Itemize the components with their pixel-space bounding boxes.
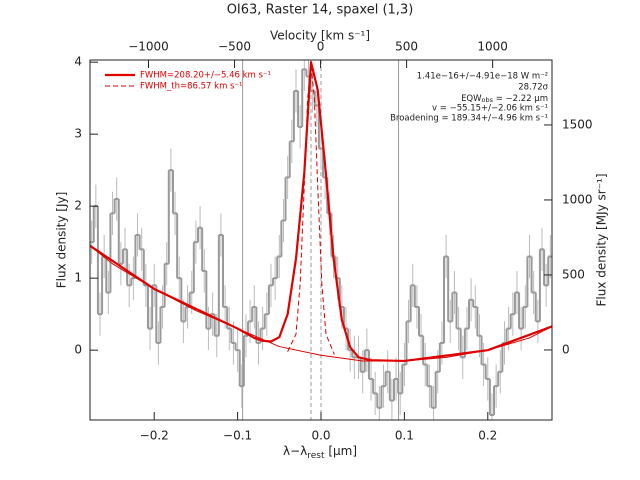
y-tick-label: 3 [74, 127, 82, 141]
y-tick-label: 1 [74, 271, 82, 285]
annotation: EQWobs = −2.22 μm [461, 94, 548, 105]
x-label-main: λ−λ [283, 444, 307, 458]
y-tick-label: 0 [74, 343, 82, 357]
x2-tick-label: −1000 [128, 40, 169, 54]
y2-tick-label: 1000 [562, 192, 593, 206]
x-tick-label: 0.0 [311, 429, 330, 443]
x-tick-label: 0.1 [395, 429, 414, 443]
annotation-part: = −2.22 μm [493, 94, 548, 104]
annotation: 28.72σ [518, 83, 548, 93]
y-tick-label: 4 [74, 55, 82, 69]
legend-label: FWHM=208.20+/−5.46 km s⁻¹ [140, 71, 271, 81]
legend-label: FWHM_th=86.57 km s⁻¹ [140, 82, 242, 92]
x-axis-label: λ−λrest [μm] [283, 444, 357, 461]
x-tick-label: −0.2 [140, 429, 169, 443]
annotation: Broadening = 189.34+/−4.96 km s⁻¹ [390, 114, 548, 124]
annotation-part: EQW [461, 94, 482, 104]
annotation-sub: obs [482, 96, 494, 104]
fit-line [90, 61, 552, 363]
x2-tick-label: 1000 [477, 40, 508, 54]
y-axis-label: Flux density [Jy] [55, 192, 69, 289]
x2-axis-label: Velocity [km s⁻¹] [270, 29, 370, 43]
x-label-sub: rest [307, 451, 325, 461]
x-label-tail: [μm] [325, 444, 358, 458]
fit-line [287, 65, 335, 355]
x2-tick-label: 500 [395, 40, 418, 54]
x-tick-label: 0.2 [478, 429, 497, 443]
fit-line [90, 245, 552, 362]
axes: −0.2 −0.1 0.0 0.1 0.2 −1000 −500 0 500 1000 0 1 2 3 4 0… [74, 40, 592, 443]
x2-tick-label: 0 [317, 40, 325, 54]
plot-area [90, 60, 552, 420]
chart-title: OI63, Raster 14, spaxel (1,3) [227, 3, 414, 18]
y2-tick-label: 500 [562, 267, 585, 281]
y2-tick-label: 0 [562, 342, 570, 356]
y2-tick-label: 1500 [562, 117, 593, 131]
annotation: 1.41e−16+/−4.91e−18 W m⁻² [417, 72, 548, 82]
x-tick-label: −0.1 [223, 429, 252, 443]
x2-tick-label: −500 [218, 40, 251, 54]
y2-axis-label: Flux density [MJy sr⁻¹] [595, 173, 609, 306]
y-tick-label: 2 [74, 199, 82, 213]
annotation: v = −55.15+/−2.06 km s⁻¹ [432, 104, 548, 114]
